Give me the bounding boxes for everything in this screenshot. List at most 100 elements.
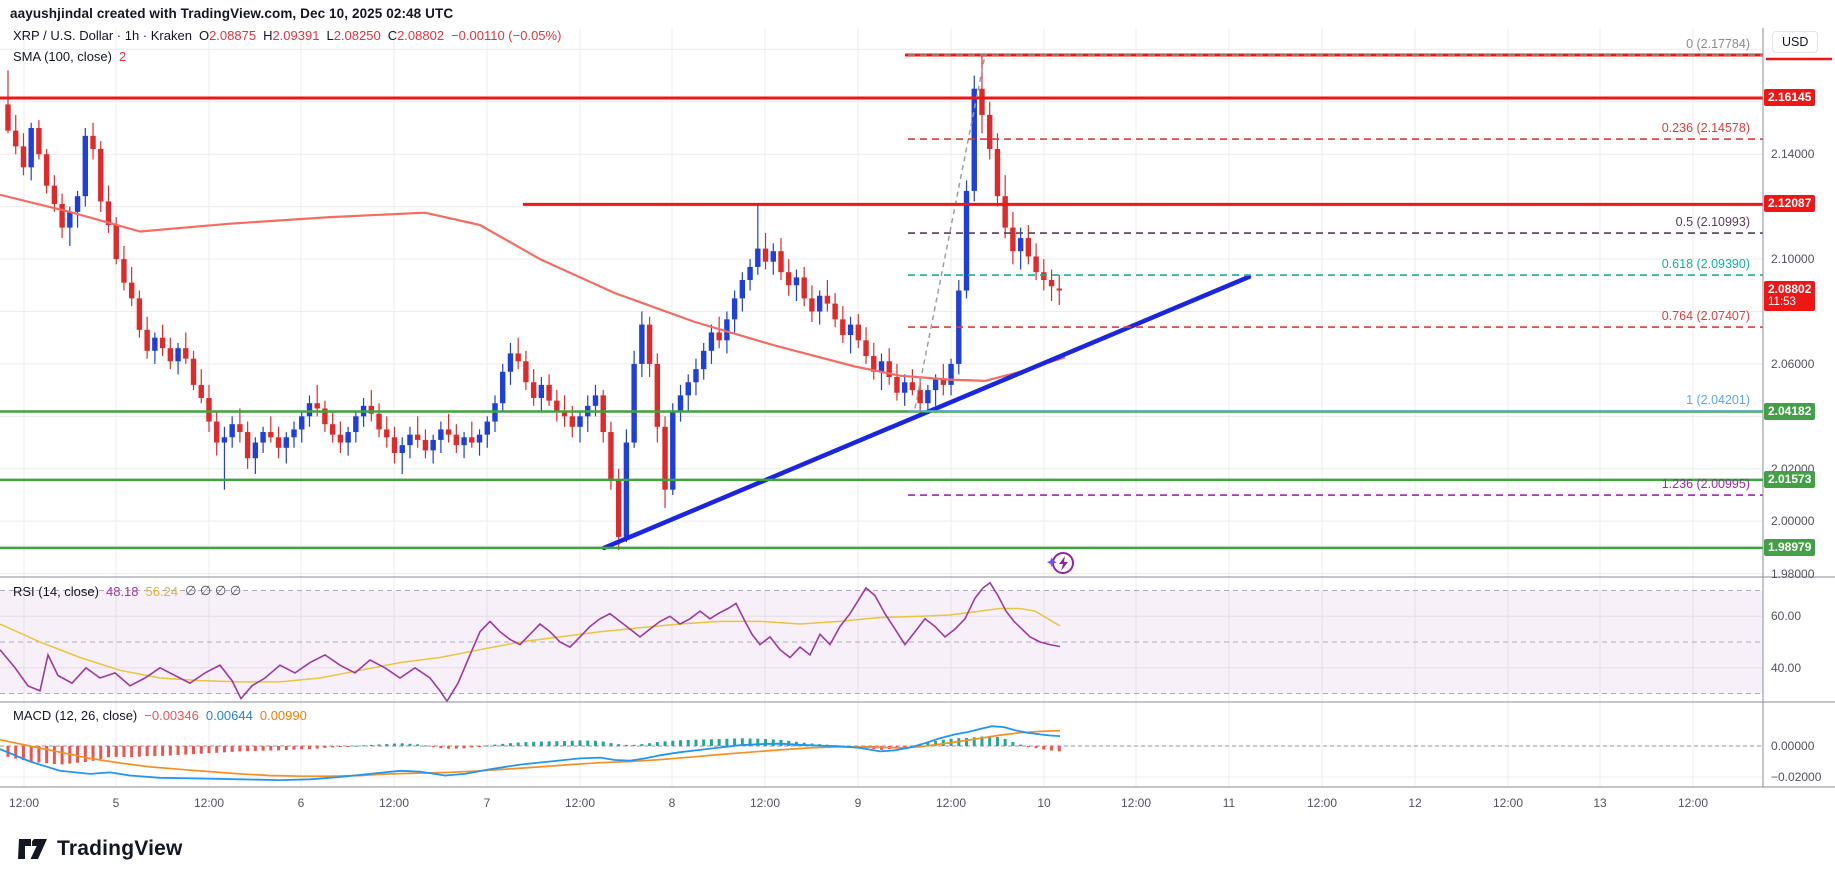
candle-down [329, 424, 336, 435]
flash-icon[interactable] [1047, 552, 1074, 574]
macd-histogram-bar [307, 746, 311, 750]
macd-histogram-bar [462, 746, 466, 749]
macd-histogram-bar [284, 746, 288, 751]
candle-up [82, 135, 88, 197]
macd-histogram-bar [106, 746, 110, 758]
candle-up [685, 382, 691, 396]
macd-histogram-bar [14, 746, 18, 759]
candle-up [639, 324, 645, 364]
macd-signal-value: 0.00990 [259, 708, 307, 723]
macd-histogram-bar [709, 739, 713, 746]
candle-up [816, 295, 823, 312]
macd-histogram-bar [192, 746, 196, 755]
macd-histogram-bar [315, 746, 319, 749]
price-change: −0.00110 (−0.05%) [451, 28, 562, 43]
currency-toggle-button[interactable]: USD [1772, 31, 1819, 53]
symbol-title: XRP / U.S. Dollar · 1h · Kraken [13, 28, 192, 43]
rsi-value: 48.18 [105, 583, 139, 599]
rsi-ma-value: 56.24 [145, 583, 179, 599]
candle-down [940, 379, 947, 385]
macd-histogram-bar [470, 746, 474, 748]
candle-down [994, 148, 1001, 197]
candle-down [113, 224, 119, 260]
macd-histogram-bar [122, 746, 126, 757]
macd-histogram-bar [532, 741, 536, 746]
last-price-label: 2.08802 11:53 [1764, 281, 1816, 312]
macd-histogram-bar [323, 746, 327, 748]
candle-down [445, 429, 452, 435]
candle-down [144, 329, 150, 351]
fib-level-label: 0.5 (2.10993) [1676, 215, 1750, 229]
candle-up [28, 128, 34, 168]
candle-down [59, 204, 65, 228]
time-tick: 7 [483, 796, 491, 810]
level-price-label: 2.12087 [1764, 195, 1816, 213]
macd-histogram-bar [60, 746, 64, 765]
macd-histogram-bar [609, 743, 613, 746]
macd-histogram-bar [37, 746, 41, 763]
fib-level-label: 1 (2.04201) [1686, 393, 1750, 407]
macd-histogram-bar [988, 735, 992, 746]
macd-histogram-bar [99, 746, 103, 759]
symbol-legend-row[interactable]: XRP / U.S. Dollar · 1h · Kraken O2.08875… [13, 28, 561, 43]
time-tick: 8 [668, 796, 676, 810]
candle-down [824, 295, 831, 304]
candle-down [384, 429, 390, 438]
macd-histogram-bar [145, 746, 149, 757]
candle-up [221, 437, 228, 443]
price-axis[interactable]: 2.14000 2.10000 2.06000 2.02000 2.00000 1.980… [1763, 0, 1835, 787]
macd-histogram-bar [903, 746, 907, 747]
time-tick: 12:00 [1677, 796, 1709, 810]
level-price-label: 2.04182 [1764, 402, 1816, 420]
candle-down [871, 356, 877, 372]
macd-histogram-bar [29, 746, 33, 762]
candle-up [67, 211, 73, 228]
macd-histogram-bar [393, 743, 396, 746]
candle-up [770, 251, 776, 262]
macd-histogram-bar [377, 744, 381, 746]
candle-up [283, 437, 289, 448]
candle-down [1056, 288, 1062, 291]
tradingview-logo[interactable]: TradingView [18, 836, 183, 862]
macd-histogram-bar [439, 746, 443, 749]
macd-histogram-bar [655, 742, 659, 746]
candle-down [105, 201, 112, 225]
macd-legend-row[interactable]: MACD (12, 26, close) −0.00346 0.00644 0.… [13, 708, 307, 723]
macd-histogram-bar [246, 746, 250, 752]
fib-guideline[interactable] [914, 54, 986, 409]
time-tick: 12:00 [1492, 796, 1524, 810]
macd-histogram-bar [130, 746, 134, 758]
macd-histogram-bar [686, 739, 690, 746]
candle-down [608, 432, 614, 480]
macd-histogram-bar [539, 741, 543, 746]
macd-histogram-bar [400, 743, 404, 746]
sma-value: 2 [119, 49, 127, 64]
macd-histogram-bar [485, 745, 489, 747]
macd-histogram-bar [199, 746, 203, 754]
time-tick: 9 [854, 796, 862, 810]
sma-legend-row[interactable]: SMA (100, close) 2 [13, 49, 126, 64]
macd-tick: 0.00000 [1771, 739, 1815, 753]
sma-label: SMA (100, close) [13, 49, 112, 64]
candle-up [623, 442, 630, 537]
macd-histogram-bar [1019, 744, 1023, 746]
macd-histogram-bar [995, 737, 999, 746]
candle-up [677, 395, 684, 412]
macd-histogram-bar [740, 738, 744, 746]
candle-up [901, 382, 908, 393]
time-axis[interactable]: 12:00 5 12:00 6 12:00 7 12:00 8 12:00 9 12:00 10 12:… [0, 788, 1835, 828]
rsi-legend-row[interactable]: RSI (14, close) 48.18 56.24 ∅ ∅ ∅ ∅ [13, 583, 241, 599]
macd-histogram-bar [756, 738, 760, 746]
sma-100-line[interactable] [0, 193, 1066, 382]
candle-up [739, 280, 746, 299]
candle-up [260, 432, 266, 443]
candle-up [701, 350, 707, 370]
candle-up [476, 434, 483, 443]
candle-down [469, 437, 475, 443]
macd-histogram-bar [114, 746, 118, 757]
macd-histogram-bar [679, 740, 683, 746]
macd-histogram-bar [269, 746, 273, 751]
candle-down [716, 332, 722, 341]
candle-down [762, 248, 769, 262]
